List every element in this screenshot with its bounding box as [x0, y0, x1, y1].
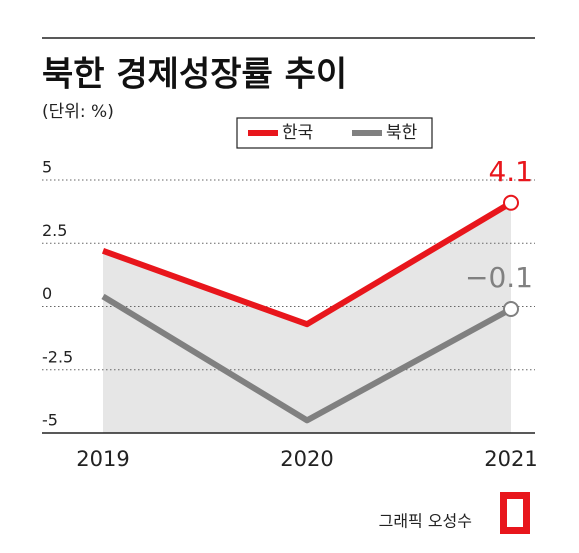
area	[103, 202, 511, 433]
y-tick-label: -5	[42, 411, 58, 430]
data-label: −0.1	[465, 261, 533, 294]
legend-box	[236, 117, 433, 149]
line	[101, 293, 513, 424]
x-tick-label: 2021	[484, 447, 537, 471]
y-tick-label: 0	[42, 284, 52, 303]
y-tick-label: -2.5	[42, 347, 73, 366]
y-tick-label: 5	[42, 158, 52, 177]
logo	[500, 492, 530, 534]
line	[101, 200, 513, 328]
x-tick-label: 2019	[76, 447, 129, 471]
chart-title: 북한 경제성장률 추이	[42, 55, 347, 95]
credit: 그래픽 오성수	[379, 512, 472, 531]
x-tick-label: 2020	[280, 447, 333, 471]
legend-label: 북한	[386, 123, 418, 143]
chart-subtitle: (단위: %)	[42, 102, 114, 122]
point-marker	[503, 194, 519, 211]
y-tick-label: 2.5	[42, 221, 67, 240]
point-marker	[503, 301, 519, 318]
data-label: 4.1	[488, 155, 533, 188]
legend-label: 한국	[282, 123, 313, 143]
